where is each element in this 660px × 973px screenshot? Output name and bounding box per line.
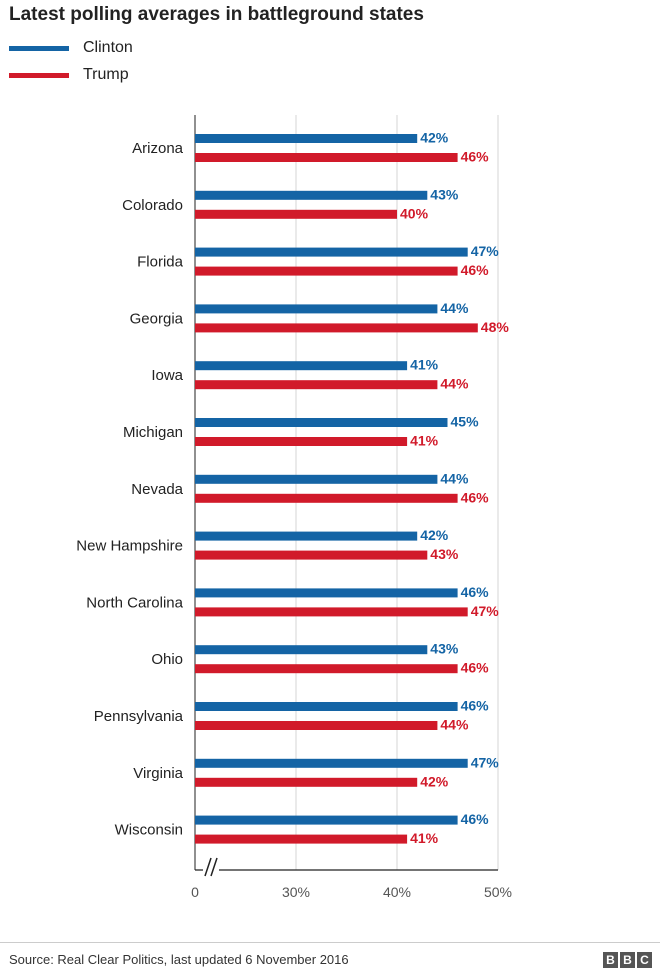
data-label-trump: 44%	[440, 376, 469, 392]
bbc-logo-letter: C	[637, 952, 652, 968]
data-label-clinton: 46%	[461, 811, 490, 827]
bar-clinton	[195, 418, 448, 427]
data-label-trump: 46%	[461, 262, 490, 278]
category-label: Wisconsin	[115, 822, 183, 839]
data-label-trump: 42%	[420, 773, 449, 789]
source-note: Source: Real Clear Politics, last update…	[9, 952, 349, 967]
bar-clinton	[195, 588, 458, 598]
category-label: North Carolina	[86, 594, 183, 611]
data-label-clinton: 44%	[440, 470, 469, 486]
bar-trump	[195, 607, 468, 617]
data-label-clinton: 41%	[410, 357, 439, 373]
x-tick-label: 0	[191, 884, 199, 900]
bar-trump	[195, 777, 418, 787]
data-label-trump: 44%	[440, 717, 469, 733]
data-label-clinton: 43%	[430, 641, 459, 657]
data-label-trump: 48%	[481, 319, 510, 335]
category-label: Georgia	[130, 310, 184, 327]
legend-swatch-trump	[9, 72, 69, 78]
data-label-clinton: 43%	[430, 186, 459, 202]
footer-divider	[0, 942, 660, 943]
bbc-logo-letter: B	[603, 952, 618, 968]
data-label-trump: 41%	[410, 433, 439, 449]
data-label-trump: 46%	[461, 660, 490, 676]
bar-chart: 0 30% 40% 50%Arizona42%46%Colorado43%40%Flo…	[76, 115, 512, 900]
bar-clinton	[195, 134, 418, 143]
data-label-clinton: 46%	[461, 698, 490, 714]
data-label-trump: 46%	[461, 149, 490, 165]
bar-clinton	[195, 247, 468, 257]
bar-trump	[195, 721, 438, 730]
bar-trump	[195, 437, 408, 446]
data-label-clinton: 42%	[420, 130, 449, 146]
legend-label-trump: Trump	[83, 66, 129, 83]
bar-clinton	[195, 531, 418, 541]
bar-clinton	[195, 702, 458, 711]
legend-item-clinton: Clinton	[9, 37, 133, 59]
category-label: Colorado	[122, 197, 183, 214]
data-label-trump: 47%	[471, 603, 500, 619]
category-label: Florida	[137, 254, 184, 271]
bar-trump	[195, 664, 458, 674]
bar-trump	[195, 209, 397, 219]
data-label-clinton: 47%	[471, 243, 500, 259]
bar-trump	[195, 834, 408, 844]
bar-clinton	[195, 645, 428, 655]
category-label: Ohio	[151, 651, 183, 668]
bar-trump	[195, 493, 458, 503]
bbc-logo: B B C	[603, 952, 652, 968]
bar-clinton	[195, 474, 438, 484]
x-tick-label: 30%	[282, 884, 310, 900]
x-tick-label: 40%	[383, 884, 411, 900]
bar-clinton	[195, 304, 438, 314]
data-label-clinton: 45%	[451, 414, 480, 430]
data-label-trump: 41%	[410, 830, 439, 846]
legend-label-clinton: Clinton	[83, 39, 133, 56]
legend-swatch-clinton	[9, 45, 69, 51]
category-label: Virginia	[133, 765, 183, 782]
category-label: Michigan	[123, 424, 183, 441]
bar-trump	[195, 380, 438, 390]
data-label-clinton: 44%	[440, 300, 469, 316]
bar-trump	[195, 266, 458, 276]
bbc-logo-letter: B	[620, 952, 635, 968]
category-label: Arizona	[132, 140, 184, 157]
bar-trump	[195, 153, 458, 162]
data-label-trump: 46%	[461, 489, 490, 505]
chart-title: Latest polling averages in battleground …	[9, 4, 424, 25]
x-tick-label: 50%	[484, 884, 512, 900]
category-label: New Hampshire	[76, 538, 183, 555]
category-label: Nevada	[131, 481, 183, 498]
axis-break-mark	[210, 857, 218, 877]
category-label: Pennsylvania	[94, 708, 184, 725]
bar-clinton	[195, 361, 408, 371]
data-label-trump: 43%	[430, 546, 459, 562]
bar-trump	[195, 550, 428, 560]
data-label-clinton: 42%	[420, 527, 449, 543]
bar-clinton	[195, 190, 428, 200]
data-label-clinton: 47%	[471, 754, 500, 770]
data-label-trump: 40%	[400, 205, 429, 221]
legend-item-trump: Trump	[9, 64, 129, 86]
axis-break-mark	[204, 857, 212, 877]
data-label-clinton: 46%	[461, 584, 490, 600]
category-label: Iowa	[151, 367, 183, 384]
bar-clinton	[195, 815, 458, 825]
bar-trump	[195, 323, 478, 333]
bar-clinton	[195, 758, 468, 768]
